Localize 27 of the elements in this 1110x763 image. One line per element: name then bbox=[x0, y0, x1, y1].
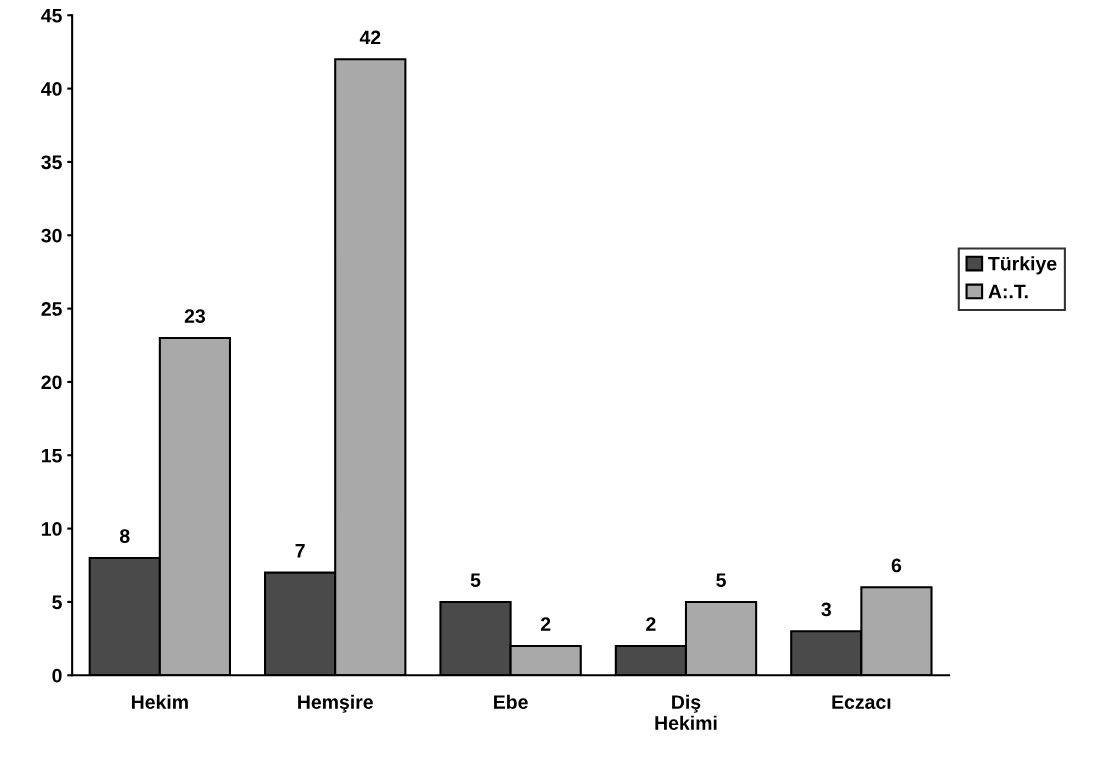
x-tick-label: Eczacı bbox=[832, 695, 891, 709]
data-label: 5 bbox=[470, 573, 481, 587]
y-tick-label: 40 bbox=[41, 82, 62, 96]
legend-label: A:.T. bbox=[988, 284, 1028, 299]
data-label: 3 bbox=[821, 602, 831, 617]
y-tick-label: 0 bbox=[52, 668, 62, 683]
y-tick-label: 35 bbox=[41, 155, 62, 170]
legend-label: Türkiye bbox=[988, 256, 1057, 275]
y-tick-label: 45 bbox=[41, 8, 62, 23]
data-label: 8 bbox=[119, 529, 130, 543]
data-label: 2 bbox=[540, 617, 551, 631]
data-label: 7 bbox=[295, 544, 305, 558]
data-label: 6 bbox=[891, 558, 902, 573]
y-tick-label: 25 bbox=[41, 302, 62, 316]
x-tick-label: Diş Hekimi bbox=[655, 694, 717, 730]
x-tick-label: Hemşire bbox=[298, 694, 373, 713]
data-label: 23 bbox=[184, 309, 206, 323]
data-label: 42 bbox=[359, 30, 381, 45]
x-tick-label: Ebe bbox=[494, 694, 528, 709]
data-label: 5 bbox=[716, 573, 726, 587]
data-label: 2 bbox=[646, 617, 656, 631]
x-tick-label: Hekim bbox=[131, 694, 188, 709]
y-tick-label: 10 bbox=[42, 522, 62, 536]
y-tick-label: 20 bbox=[41, 375, 62, 390]
y-tick-label: 30 bbox=[41, 228, 62, 243]
y-tick-label: 5 bbox=[52, 595, 62, 610]
y-tick-label: 15 bbox=[42, 448, 62, 463]
